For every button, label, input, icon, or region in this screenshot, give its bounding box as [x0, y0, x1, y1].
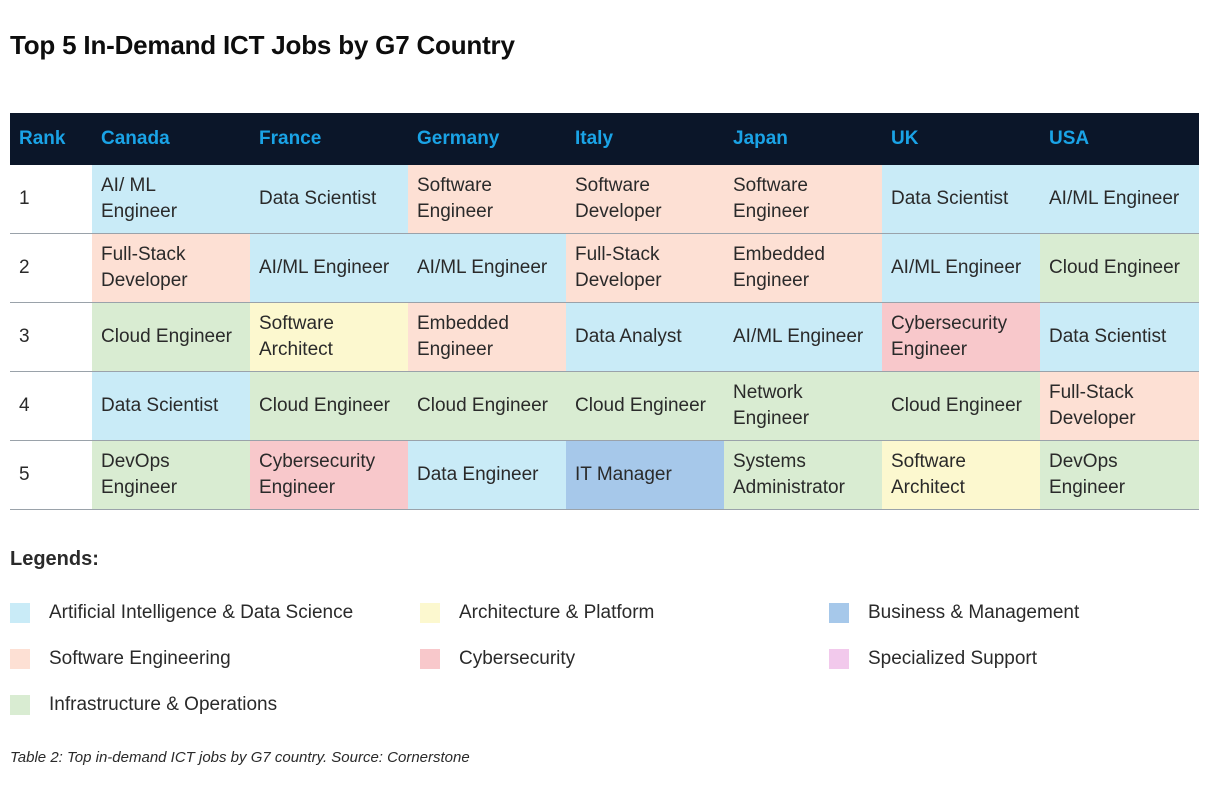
job-cell: Data Scientist [882, 165, 1040, 234]
job-cell: AI/ML Engineer [724, 302, 882, 372]
page-title: Top 5 In-Demand ICT Jobs by G7 Country [10, 30, 515, 60]
job-cell: Network Engineer [724, 371, 882, 441]
table-body: 1 AI/ ML Engineer Data Scientist Software Eng… [10, 165, 1199, 510]
table-header-row: Rank Canada France Germany Italy Japan U… [10, 113, 1199, 165]
legend-item-infrastructure: Infrastructure & Operations [10, 694, 277, 716]
header-rank: Rank [10, 113, 92, 165]
job-cell: Cloud Engineer [882, 371, 1040, 441]
rank-cell: 5 [10, 440, 92, 510]
legend-item-architecture: Architecture & Platform [420, 602, 654, 624]
rank-cell: 3 [10, 302, 92, 372]
job-cell: Data Engineer [408, 440, 566, 510]
legend-swatch [10, 603, 30, 623]
legend-swatch [10, 649, 30, 669]
legend-swatch [10, 695, 30, 715]
legend-swatch [829, 603, 849, 623]
legend-label: Architecture & Platform [459, 602, 655, 623]
header-france: France [250, 113, 408, 165]
header-canada: Canada [92, 113, 250, 165]
rank-cell: 1 [10, 165, 92, 234]
legend-label: Software Engineering [49, 648, 231, 669]
job-cell: Systems Administrator [724, 440, 882, 510]
rank-cell: 4 [10, 371, 92, 441]
job-cell: Data Analyst [566, 302, 724, 372]
legend-swatch [420, 649, 440, 669]
job-cell: Software Architect [250, 302, 408, 372]
job-cell: Embedded Engineer [408, 302, 566, 372]
legend-label: Specialized Support [868, 648, 1037, 669]
legend-label: Cybersecurity [459, 648, 576, 669]
job-cell: AI/ML Engineer [408, 233, 566, 303]
job-cell: IT Manager [566, 440, 724, 510]
job-cell: Software Developer [566, 165, 724, 234]
job-cell: Cloud Engineer [92, 302, 250, 372]
job-cell: Full-Stack Developer [1040, 371, 1199, 441]
job-cell: AI/ ML Engineer [92, 165, 250, 234]
legend-label: Business & Management [868, 602, 1080, 623]
header-usa: USA [1040, 113, 1199, 165]
legend-swatch [829, 649, 849, 669]
job-cell: Full-Stack Developer [566, 233, 724, 303]
job-cell: DevOps Engineer [1040, 440, 1199, 510]
job-cell: Cloud Engineer [566, 371, 724, 441]
legend-swatch [420, 603, 440, 623]
legend-label: Artificial Intelligence & Data Science [49, 602, 354, 623]
table-row: 2 Full-Stack Developer AI/ML Engineer AI/ML … [10, 233, 1199, 303]
job-cell: Cybersecurity Engineer [250, 440, 408, 510]
job-cell: Cloud Engineer [250, 371, 408, 441]
job-cell: Embedded Engineer [724, 233, 882, 303]
table-row: 1 AI/ ML Engineer Data Scientist Software Eng… [10, 165, 1199, 234]
job-cell: Software Engineer [724, 165, 882, 234]
job-cell: Cybersecurity Engineer [882, 302, 1040, 372]
table-row: 3 Cloud Engineer Software Architect Embedded… [10, 302, 1199, 372]
header-uk: UK [882, 113, 1040, 165]
job-cell: Data Scientist [92, 371, 250, 441]
header-italy: Italy [566, 113, 724, 165]
job-cell: AI/ML Engineer [250, 233, 408, 303]
legend-item-ai: Artificial Intelligence & Data Science [10, 602, 353, 624]
job-cell: Software Architect [882, 440, 1040, 510]
job-cell: Cloud Engineer [1040, 233, 1199, 303]
jobs-table: Rank Canada France Germany Italy Japan U… [10, 113, 1199, 510]
job-cell: Data Scientist [250, 165, 408, 234]
legend-item-software: Software Engineering [10, 648, 231, 670]
job-cell: Full-Stack Developer [92, 233, 250, 303]
header-germany: Germany [408, 113, 566, 165]
legend-item-cybersecurity: Cybersecurity [420, 648, 575, 670]
job-cell: Data Scientist [1040, 302, 1199, 372]
table-caption: Table 2: Top in-demand ICT jobs by G7 co… [10, 749, 470, 766]
rank-cell: 2 [10, 233, 92, 303]
legend-item-business: Business & Management [829, 602, 1079, 624]
job-cell: DevOps Engineer [92, 440, 250, 510]
job-cell: Cloud Engineer [408, 371, 566, 441]
header-japan: Japan [724, 113, 882, 165]
table-row: 5 DevOps Engineer Cybersecurity Engineer Data… [10, 440, 1199, 510]
legend-title: Legends: [10, 548, 99, 570]
job-cell: Software Engineer [408, 165, 566, 234]
legend-item-specialized: Specialized Support [829, 648, 1037, 670]
job-cell: AI/ML Engineer [1040, 165, 1199, 234]
job-cell: AI/ML Engineer [882, 233, 1040, 303]
table-row: 4 Data Scientist Cloud Engineer Cloud Engin… [10, 371, 1199, 441]
legend-label: Infrastructure & Operations [49, 694, 278, 715]
